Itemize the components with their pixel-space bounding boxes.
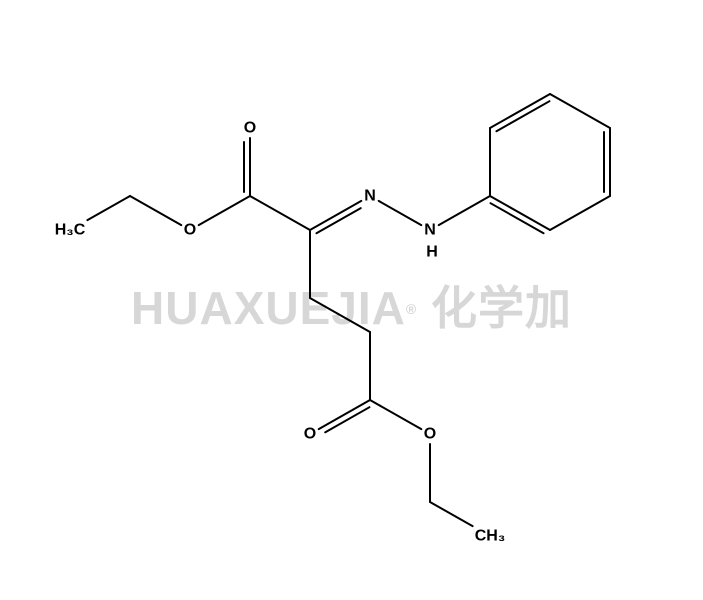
atom-label-N_NH: N bbox=[424, 222, 436, 239]
atom-label-O1_ester: O bbox=[184, 222, 196, 239]
atom-label-O1_dbl: O bbox=[244, 120, 256, 137]
atom-label-C_eth1a: H₃C bbox=[55, 222, 86, 239]
molecule-canvas: H₃COONNHOOCH₃ bbox=[0, 0, 703, 600]
atom-label-C_eth2b: CH₃ bbox=[475, 528, 506, 545]
atom-label-O2_ester: O bbox=[424, 426, 436, 443]
atom-label-O2_dbl: O bbox=[304, 426, 316, 443]
atom-label-N_imine: N bbox=[364, 188, 376, 205]
atom-label-H_NH: H bbox=[426, 244, 438, 261]
